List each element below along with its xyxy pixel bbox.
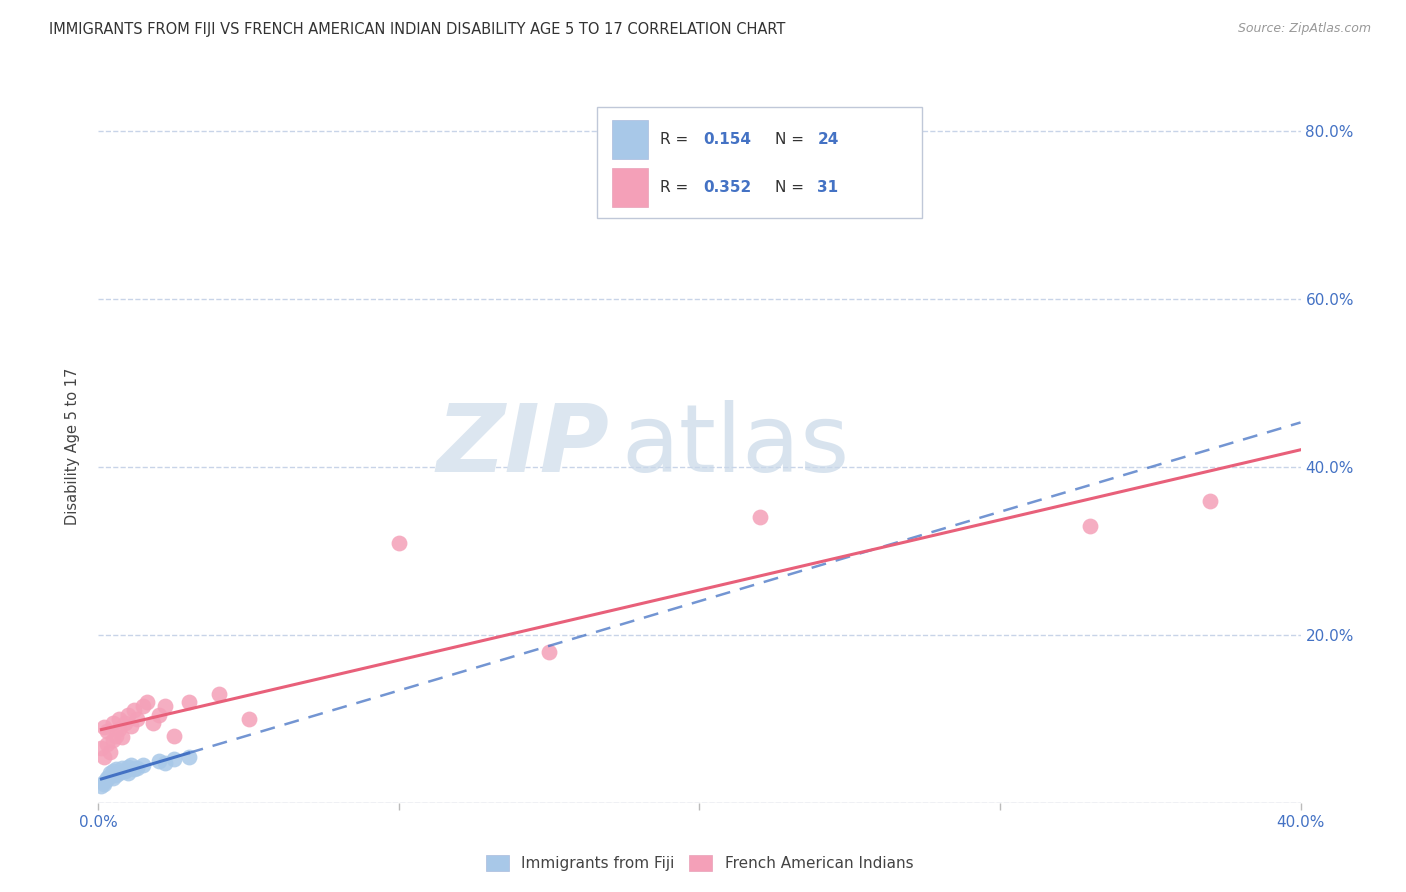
Point — [148, 754, 170, 768]
Point — [117, 707, 139, 722]
Point — [748, 510, 770, 524]
Point — [100, 766, 122, 780]
Bar — [612, 120, 648, 159]
Point — [111, 731, 134, 745]
Point — [96, 771, 118, 785]
Point — [135, 695, 157, 709]
Point — [132, 699, 155, 714]
Point — [132, 758, 155, 772]
Point — [103, 716, 125, 731]
Point — [162, 752, 184, 766]
Point — [90, 779, 112, 793]
Point — [238, 712, 260, 726]
Point — [127, 712, 149, 726]
Point — [93, 749, 115, 764]
Point — [148, 707, 170, 722]
Point — [124, 703, 146, 717]
Point — [1199, 493, 1222, 508]
Point — [114, 764, 136, 778]
Point — [93, 777, 115, 791]
Point — [121, 758, 143, 772]
Point — [388, 535, 411, 549]
Point — [108, 712, 131, 726]
Text: 31: 31 — [817, 180, 838, 194]
Point — [90, 741, 112, 756]
Point — [103, 771, 125, 785]
Point — [100, 746, 122, 760]
Text: R =: R = — [659, 180, 693, 194]
Text: 24: 24 — [817, 132, 838, 147]
Point — [141, 716, 163, 731]
Point — [96, 737, 118, 751]
Point — [100, 769, 122, 783]
Point — [117, 766, 139, 780]
Point — [96, 724, 118, 739]
Text: 0.352: 0.352 — [703, 180, 751, 194]
Point — [93, 774, 115, 789]
Point — [111, 760, 134, 774]
Point — [177, 749, 200, 764]
Point — [162, 729, 184, 743]
Bar — [612, 168, 648, 207]
Text: Source: ZipAtlas.com: Source: ZipAtlas.com — [1237, 22, 1371, 36]
Legend: Immigrants from Fiji, French American Indians: Immigrants from Fiji, French American In… — [479, 849, 920, 877]
Point — [1078, 518, 1101, 533]
Y-axis label: Disability Age 5 to 17: Disability Age 5 to 17 — [65, 368, 80, 524]
Point — [114, 716, 136, 731]
Point — [124, 762, 146, 776]
Point — [105, 762, 128, 776]
FancyBboxPatch shape — [598, 107, 922, 218]
Text: N =: N = — [775, 132, 808, 147]
Text: ZIP: ZIP — [436, 400, 609, 492]
Point — [105, 768, 128, 782]
Point — [177, 695, 200, 709]
Point — [105, 729, 128, 743]
Point — [153, 699, 176, 714]
Text: N =: N = — [775, 180, 808, 194]
Point — [108, 722, 131, 736]
Point — [103, 732, 125, 747]
Point — [117, 760, 139, 774]
Point — [121, 718, 143, 732]
Point — [208, 687, 231, 701]
Text: 0.154: 0.154 — [703, 132, 751, 147]
Point — [127, 760, 149, 774]
Point — [96, 772, 118, 787]
Point — [103, 764, 125, 778]
Point — [538, 645, 561, 659]
Point — [108, 765, 131, 780]
Point — [93, 720, 115, 734]
Text: R =: R = — [659, 132, 693, 147]
Point — [153, 756, 176, 770]
Text: atlas: atlas — [621, 400, 849, 492]
Text: IMMIGRANTS FROM FIJI VS FRENCH AMERICAN INDIAN DISABILITY AGE 5 TO 17 CORRELATIO: IMMIGRANTS FROM FIJI VS FRENCH AMERICAN … — [49, 22, 786, 37]
